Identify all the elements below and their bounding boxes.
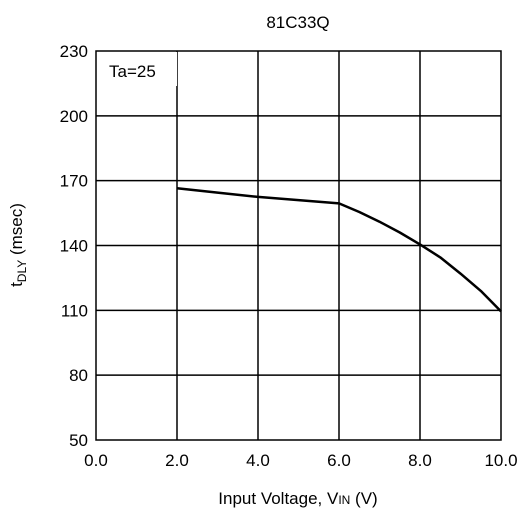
y-axis-label-unit: (msec) xyxy=(7,203,26,260)
grid xyxy=(96,51,501,440)
y-tick-label: 230 xyxy=(60,42,88,61)
x-tick-label: 4.0 xyxy=(246,451,270,470)
x-axis-label-main: Input Voltage, V xyxy=(218,489,339,508)
x-tick-label: 8.0 xyxy=(408,451,432,470)
x-tick-label: 2.0 xyxy=(165,451,189,470)
y-tick-label: 80 xyxy=(69,366,88,385)
x-tick-label: 6.0 xyxy=(327,451,351,470)
x-axis-label-unit: (V) xyxy=(350,489,377,508)
y-tick-labels: 50 80 110 140 170 200 230 xyxy=(60,42,88,450)
y-axis-label-sub: DLY xyxy=(15,260,29,282)
annotation-box: Ta=25 xyxy=(97,52,177,86)
x-tick-label: 0.0 xyxy=(84,451,108,470)
y-tick-label: 50 xyxy=(69,431,88,450)
y-tick-label: 200 xyxy=(60,107,88,126)
chart-title: 81C33Q xyxy=(266,13,329,32)
annotation-text: Ta=25 xyxy=(109,62,156,81)
y-tick-label: 110 xyxy=(61,301,88,320)
y-tick-label: 170 xyxy=(60,172,88,191)
x-tick-labels: 0.0 2.0 4.0 6.0 8.0 10.0 xyxy=(84,451,517,470)
x-axis-label: Input Voltage, VIN (V) xyxy=(218,489,377,508)
x-tick-label: 10.0 xyxy=(484,451,517,470)
x-axis-label-sub: IN xyxy=(338,493,350,507)
y-tick-label: 140 xyxy=(60,237,88,256)
y-axis-label: tDLY (msec) xyxy=(7,203,29,287)
